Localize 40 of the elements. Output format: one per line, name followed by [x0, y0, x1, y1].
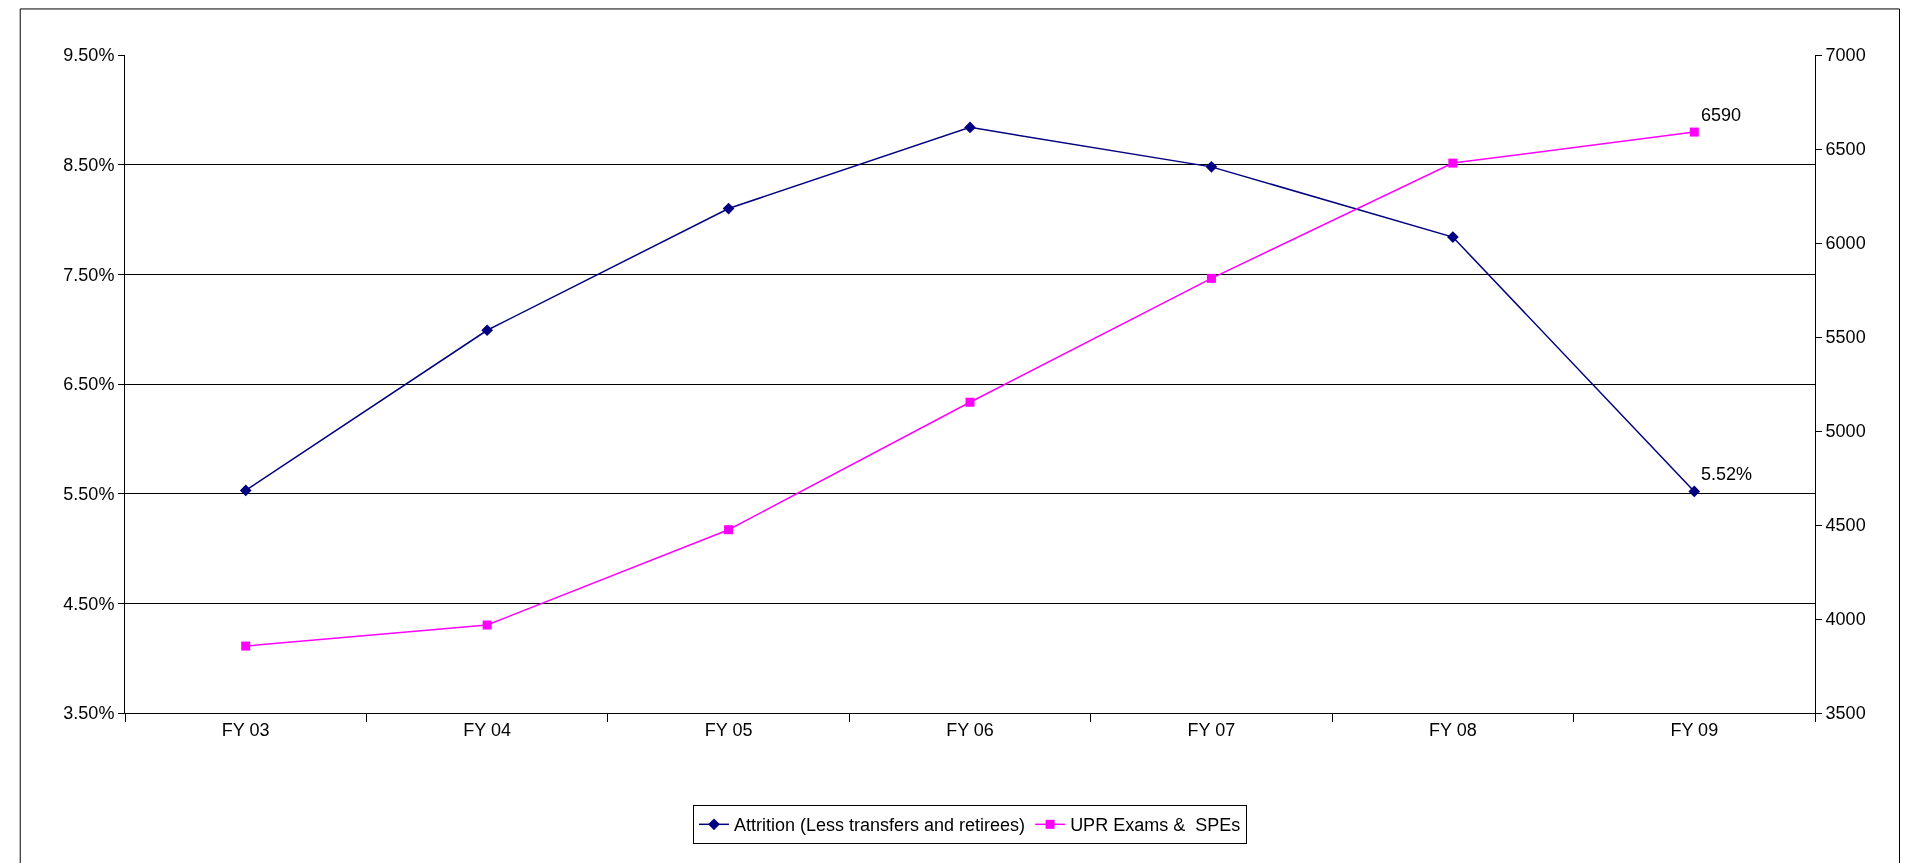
legend-label: Attrition (Less transfers and retirees)	[734, 815, 1026, 836]
point	[724, 525, 734, 535]
y2-tick-label: 4500	[1825, 515, 1866, 536]
point	[722, 202, 735, 215]
y2-tick-label: 7000	[1825, 45, 1866, 66]
point	[1689, 127, 1699, 137]
x-tick-label: FY 06	[946, 719, 994, 740]
x-tick-label: FY 04	[463, 719, 511, 740]
y2-tick-label: 5500	[1825, 327, 1866, 348]
x-tick-label: FY 08	[1429, 719, 1477, 740]
point	[482, 620, 492, 630]
x-tick-label: FY 03	[221, 719, 270, 740]
x-tick-label: FY 05	[704, 719, 753, 740]
point	[239, 484, 252, 497]
y-tick-label: 7.50%	[63, 264, 115, 285]
point	[241, 641, 251, 651]
x-tick-label: FY 09	[1670, 719, 1719, 740]
y-tick-label: 6.50%	[63, 374, 115, 395]
point	[1448, 158, 1458, 168]
y-tick-label: 5.50%	[63, 483, 115, 504]
data-label: 5.52%	[1700, 464, 1752, 485]
y-tick-label: 8.50%	[63, 154, 115, 175]
y2-tick-label: 4000	[1825, 609, 1866, 630]
y2-tick-label: 5000	[1825, 421, 1866, 442]
y-tick-label: 3.50%	[63, 703, 115, 724]
point	[1205, 161, 1218, 173]
point	[1206, 273, 1216, 283]
y-tick-label: 9.50%	[63, 45, 115, 66]
legend-label: UPR Exams & SPEs	[1070, 815, 1241, 836]
y2-tick-label: 6000	[1825, 233, 1866, 254]
point	[481, 324, 493, 337]
y2-tick-label: 3500	[1825, 703, 1866, 724]
data-label: 6590	[1700, 104, 1741, 125]
point	[1688, 485, 1701, 498]
y-tick-label: 4.50%	[63, 593, 115, 614]
x-tick-label: FY 07	[1187, 719, 1236, 740]
point	[1447, 231, 1459, 243]
y2-tick-label: 6500	[1825, 139, 1866, 160]
point	[965, 397, 975, 407]
point	[964, 121, 976, 134]
